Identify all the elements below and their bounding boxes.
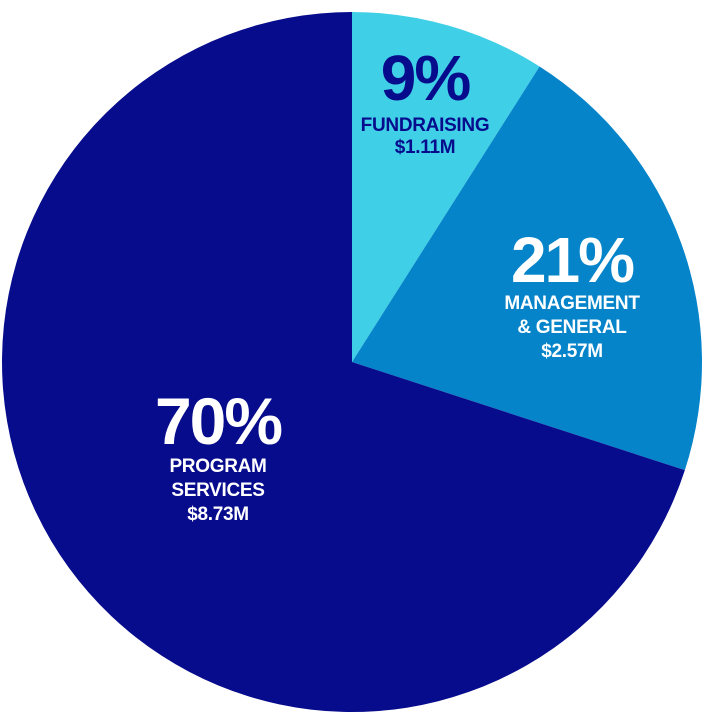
slice-category-label-fundraising: FUNDRAISING <box>361 115 490 136</box>
slice-percent-label-management: 21% <box>511 224 634 296</box>
slice-category-label-program: PROGRAM <box>169 456 266 477</box>
slice-amount-label-management: $2.57M <box>541 341 603 362</box>
slice-category-label-management: & GENERAL <box>517 317 627 338</box>
slice-amount-label-program: $8.73M <box>187 504 249 525</box>
pie-slice-program <box>2 12 685 712</box>
slice-percent-label-program: 70% <box>155 384 281 458</box>
slice-category-label-program: SERVICES <box>171 480 264 501</box>
slice-percent-label-fundraising: 9% <box>381 42 471 114</box>
pie-slice-fundraising <box>352 12 540 362</box>
slice-category-label-management: MANAGEMENT <box>504 293 640 314</box>
slice-amount-label-fundraising: $1.11M <box>395 137 456 158</box>
pie-slice-management <box>352 66 703 471</box>
